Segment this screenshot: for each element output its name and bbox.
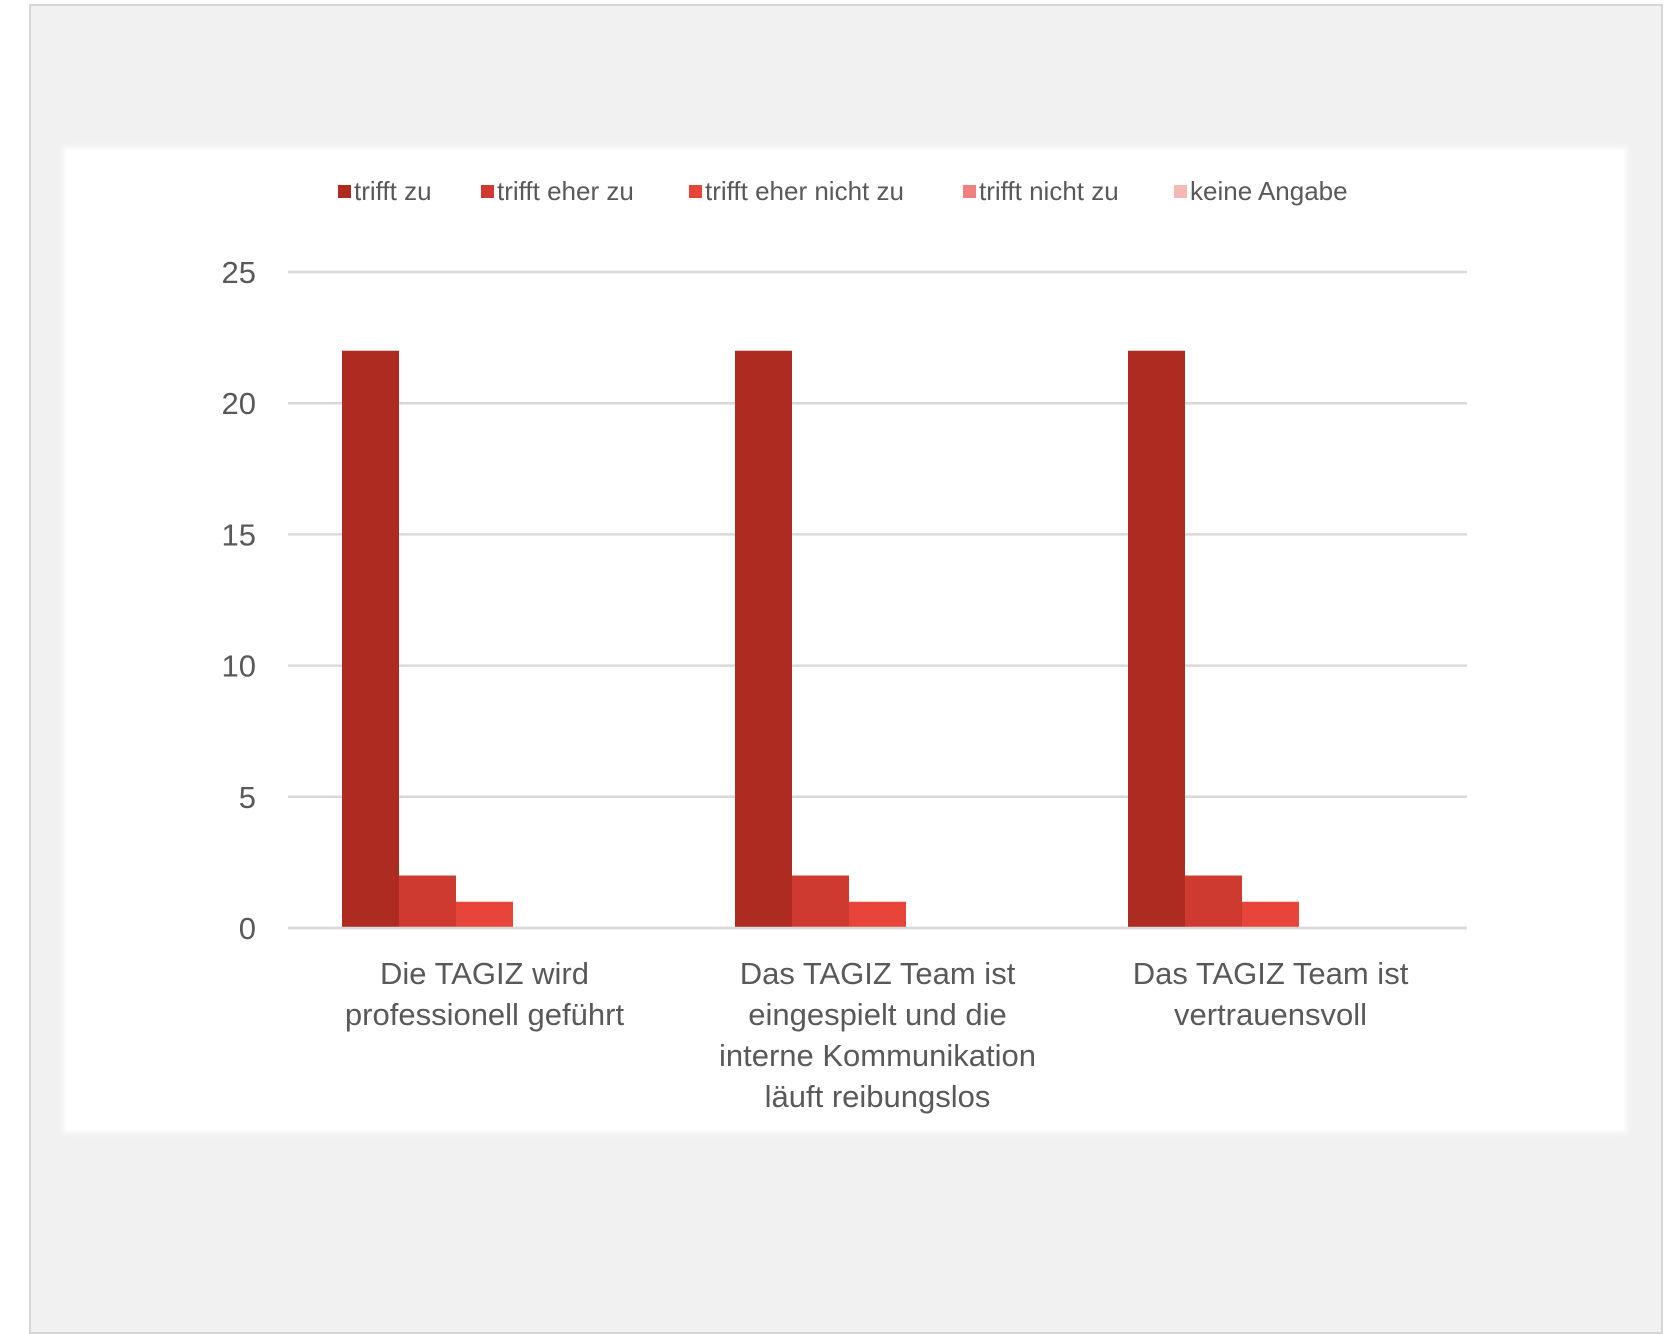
bar	[1185, 875, 1242, 928]
x-category-label: eingespielt und die	[748, 997, 1007, 1032]
legend-swatch	[963, 185, 976, 198]
y-tick-label: 5	[239, 780, 256, 815]
legend-swatch	[689, 185, 702, 198]
legend-item-trifft-nicht-zu: trifft nicht zu	[963, 176, 1119, 207]
x-category-label: professionell geführt	[345, 997, 625, 1032]
y-tick-label: 20	[222, 386, 256, 421]
bar	[1128, 350, 1185, 929]
legend-swatch	[1174, 185, 1187, 198]
y-tick-label: 0	[239, 911, 256, 946]
x-category-label: Das TAGIZ Team ist	[1133, 956, 1409, 991]
legend-item-trifft-eher-nicht-zu: trifft eher nicht zu	[689, 176, 904, 207]
bar	[399, 875, 456, 928]
x-category-label: vertrauensvoll	[1174, 997, 1367, 1032]
bar	[1242, 901, 1299, 928]
x-category-label: interne Kommunikation	[719, 1038, 1036, 1073]
legend-label: keine Angabe	[1190, 176, 1348, 206]
y-tick-label: 15	[222, 517, 256, 552]
y-tick-label: 10	[222, 649, 256, 684]
legend-label: trifft eher nicht zu	[705, 176, 904, 206]
legend-swatch	[481, 185, 494, 198]
chart-area	[66, 150, 1624, 1130]
legend-label: trifft nicht zu	[979, 176, 1119, 206]
bar	[792, 875, 849, 928]
bar	[849, 901, 906, 928]
x-category-label: Die TAGIZ wird	[380, 956, 589, 991]
bar	[456, 901, 513, 928]
bar	[735, 350, 792, 929]
x-category-label: Das TAGIZ Team ist	[740, 956, 1016, 991]
legend-item-trifft-zu: trifft zu	[338, 176, 432, 207]
legend-label: trifft zu	[354, 176, 432, 206]
legend-label: trifft eher zu	[497, 176, 634, 206]
y-tick-label: 25	[222, 255, 256, 290]
x-category-label: läuft reibungslos	[765, 1079, 991, 1114]
legend-item-keine-angabe: keine Angabe	[1174, 176, 1348, 207]
legend-item-trifft-eher-zu: trifft eher zu	[481, 176, 634, 207]
legend: trifft zu trifft eher zu trifft eher nic…	[0, 176, 1666, 216]
legend-swatch	[338, 185, 351, 198]
bar	[342, 350, 399, 929]
